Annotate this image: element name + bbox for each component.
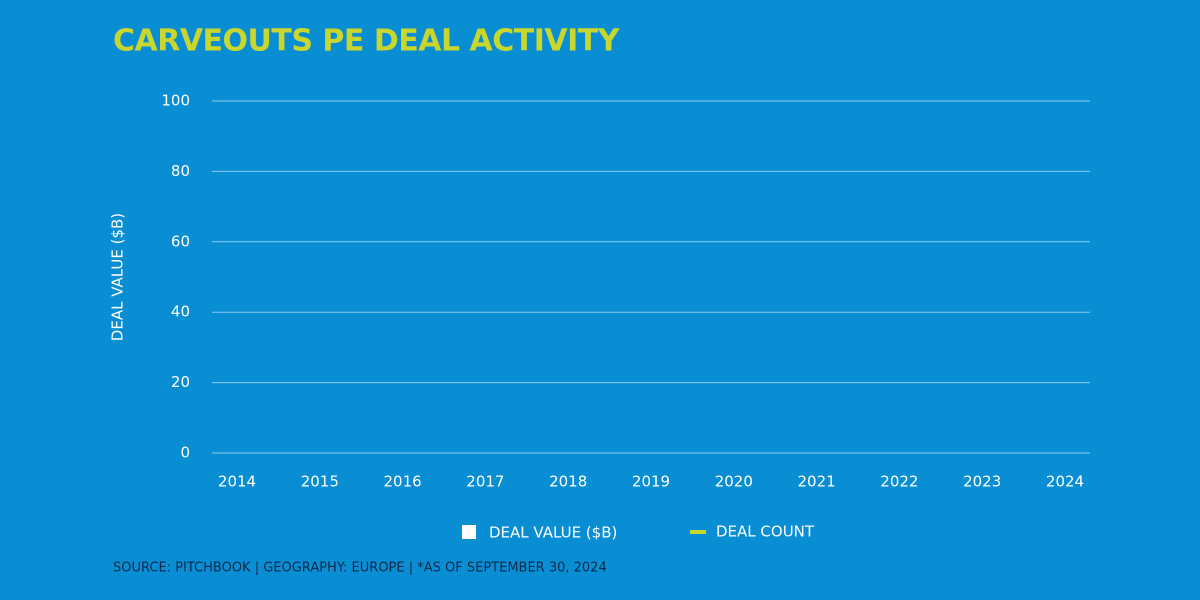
legend-swatch xyxy=(690,530,706,534)
legend-label: DEAL VALUE ($B) xyxy=(489,524,617,542)
x-tick-label: 2022 xyxy=(880,473,918,491)
y-tick-label: 100 xyxy=(161,92,190,110)
x-tick-label: 2015 xyxy=(301,473,339,491)
y-tick-label: 0 xyxy=(180,444,190,462)
source-note: SOURCE: PITCHBOOK | GEOGRAPHY: EUROPE | … xyxy=(113,561,607,576)
x-tick-label: 2024 xyxy=(1046,473,1084,491)
x-tick-label: 2019 xyxy=(632,473,670,491)
x-tick-label: 2017 xyxy=(466,473,504,491)
legend-swatch xyxy=(462,525,476,539)
y-tick-label: 60 xyxy=(171,232,190,250)
y-tick-label: 40 xyxy=(171,303,190,321)
y-tick-label: 20 xyxy=(171,373,190,391)
y-tick-label: 80 xyxy=(171,162,190,180)
x-tick-label: 2023 xyxy=(963,473,1001,491)
x-tick-label: 2016 xyxy=(384,473,422,491)
x-tick-label: 2014 xyxy=(218,473,256,491)
legend-label: DEAL COUNT xyxy=(716,523,815,541)
chart-title: CARVEOUTS PE DEAL ACTIVITY xyxy=(113,24,621,59)
x-tick-label: 2018 xyxy=(549,473,587,491)
x-tick-label: 2020 xyxy=(715,473,753,491)
x-tick-label: 2021 xyxy=(798,473,836,491)
y-axis-label: DEAL VALUE ($B) xyxy=(109,213,127,341)
